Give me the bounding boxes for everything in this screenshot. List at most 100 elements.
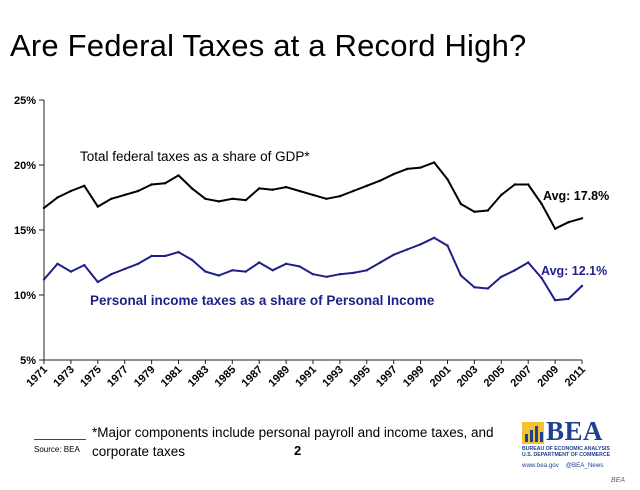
data-point bbox=[96, 205, 100, 208]
data-point bbox=[405, 167, 409, 171]
x-tick-label: 2003 bbox=[455, 364, 481, 390]
series-label-personal: Personal income taxes as a share of Pers… bbox=[90, 293, 435, 308]
data-point bbox=[244, 198, 247, 202]
data-point bbox=[258, 261, 261, 264]
data-point bbox=[136, 189, 140, 193]
data-point bbox=[69, 270, 73, 273]
page-title: Are Federal Taxes at a Record High? bbox=[10, 28, 527, 63]
x-tick-label: 1995 bbox=[347, 364, 373, 390]
data-point bbox=[298, 265, 301, 268]
data-point bbox=[567, 221, 570, 224]
data-point bbox=[284, 185, 288, 189]
data-point bbox=[338, 195, 342, 198]
data-point bbox=[459, 202, 463, 206]
x-tick-label: 1991 bbox=[293, 364, 319, 390]
data-point bbox=[136, 262, 140, 265]
data-point bbox=[379, 179, 382, 182]
bea-logo[interactable]: BEA Bureau of Economic Analysis U.S. Dep… bbox=[522, 416, 622, 476]
data-point bbox=[231, 269, 234, 272]
data-point bbox=[325, 275, 328, 278]
y-tick-label: 10% bbox=[14, 290, 36, 302]
avg-annotation-total: Avg: 17.8% bbox=[543, 189, 609, 203]
x-tick-label: 2009 bbox=[535, 364, 561, 390]
x-tick-label: 1985 bbox=[213, 364, 239, 390]
bea-logo-subtitle: Bureau of Economic Analysis bbox=[522, 446, 610, 452]
data-point bbox=[298, 189, 301, 193]
data-point bbox=[311, 273, 315, 276]
page-number: 2 bbox=[294, 443, 302, 458]
data-point bbox=[527, 261, 530, 264]
source-note: Source: BEA bbox=[34, 445, 80, 454]
data-point bbox=[513, 183, 516, 186]
data-point bbox=[580, 284, 584, 288]
data-point bbox=[177, 174, 180, 177]
data-point bbox=[500, 275, 503, 278]
data-point bbox=[553, 227, 557, 230]
data-point bbox=[419, 166, 422, 169]
data-point bbox=[163, 254, 167, 258]
bea-twitter-link[interactable]: @BEA_News bbox=[565, 462, 604, 469]
x-tick-label: 1971 bbox=[24, 364, 50, 390]
x-tick-label: 1993 bbox=[320, 364, 346, 390]
data-point bbox=[271, 269, 274, 272]
chart-labels: Total federal taxes as a share of GDP* Pe… bbox=[80, 149, 609, 308]
data-point bbox=[405, 248, 409, 251]
data-point bbox=[204, 197, 207, 200]
y-tick-label: 5% bbox=[20, 355, 36, 367]
data-point bbox=[163, 182, 167, 185]
x-tick-label: 2011 bbox=[563, 364, 588, 389]
data-point bbox=[244, 270, 247, 273]
bea-website-link[interactable]: www.bea.gov bbox=[522, 462, 559, 469]
x-tick-label: 1989 bbox=[266, 364, 292, 390]
y-tick-label: 20% bbox=[14, 160, 36, 172]
data-point bbox=[580, 217, 584, 220]
data-point bbox=[338, 273, 342, 276]
data-point bbox=[540, 202, 543, 206]
data-point bbox=[150, 183, 153, 186]
bea-logo-subtitle-2: U.S. Department of Commerce bbox=[522, 452, 611, 458]
data-point bbox=[352, 271, 355, 275]
footnote: *Major components include personal payro… bbox=[92, 425, 494, 459]
data-point bbox=[446, 244, 449, 247]
data-point bbox=[473, 210, 476, 213]
data-point bbox=[392, 253, 395, 256]
data-point bbox=[190, 187, 194, 190]
data-point bbox=[432, 236, 436, 239]
chart-series bbox=[42, 161, 584, 302]
data-point bbox=[325, 197, 328, 200]
x-tick-label: 1981 bbox=[159, 364, 185, 390]
x-tick-label: 1999 bbox=[401, 364, 427, 390]
data-point bbox=[217, 274, 221, 277]
x-tick-label: 2007 bbox=[509, 364, 535, 390]
source-divider bbox=[34, 439, 86, 440]
data-point bbox=[284, 262, 288, 265]
data-point bbox=[231, 197, 234, 200]
data-point bbox=[432, 161, 436, 164]
data-point bbox=[56, 196, 59, 199]
data-point bbox=[83, 184, 86, 187]
data-point bbox=[365, 269, 368, 272]
x-tick-label: 1977 bbox=[105, 364, 131, 390]
data-point bbox=[123, 193, 126, 197]
y-tick-label: 15% bbox=[14, 225, 36, 237]
data-point bbox=[204, 270, 207, 273]
bea-watermark: BEA bbox=[611, 477, 626, 484]
data-point bbox=[271, 188, 274, 191]
y-tick-label: 25% bbox=[14, 95, 36, 107]
data-point bbox=[527, 183, 530, 186]
avg-annotation-personal: Avg: 12.1% bbox=[541, 264, 607, 278]
data-point bbox=[500, 193, 503, 197]
data-point bbox=[513, 269, 516, 272]
data-point bbox=[311, 193, 315, 197]
bea-web-links: www.bea.gov @BEA_News bbox=[522, 462, 603, 469]
data-point bbox=[56, 262, 59, 265]
data-point bbox=[540, 276, 543, 280]
data-point bbox=[352, 189, 355, 193]
series-label-total: Total federal taxes as a share of GDP* bbox=[80, 149, 310, 164]
data-point bbox=[150, 254, 153, 258]
data-point bbox=[379, 261, 382, 264]
data-point bbox=[459, 274, 463, 277]
data-point bbox=[110, 197, 113, 200]
x-tick-label: 2001 bbox=[428, 364, 454, 390]
